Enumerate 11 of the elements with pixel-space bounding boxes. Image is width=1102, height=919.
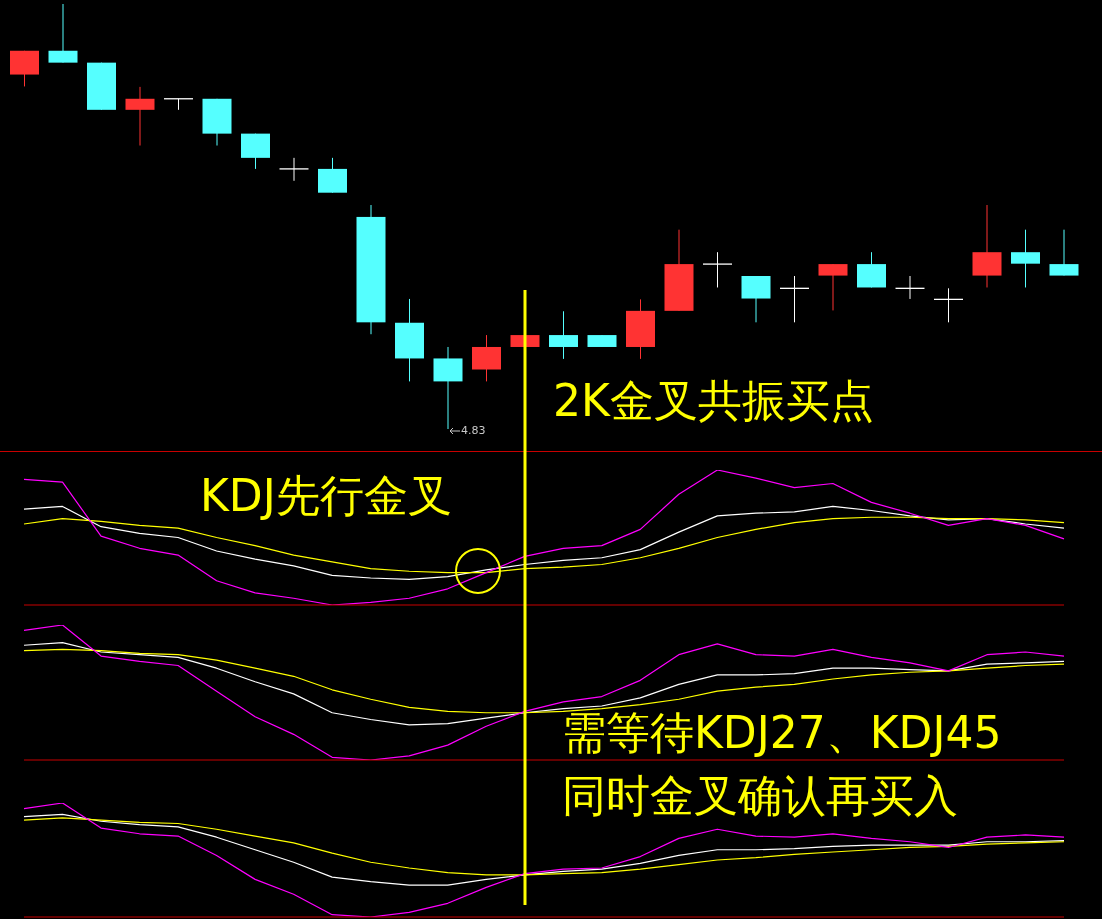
candlestick (702, 251, 733, 288)
annotation: 2K金叉共振买点 (553, 375, 874, 426)
annotation: KDJ先行金叉 (200, 470, 452, 521)
candlestick (894, 275, 926, 300)
candlestick (163, 98, 194, 111)
candlestick (933, 287, 964, 323)
candlestick (779, 275, 810, 323)
candlestick (278, 157, 310, 182)
annotation: 需等待KDJ27、KDJ45 (562, 707, 1002, 758)
annotation: 同时金叉确认再买入 (562, 770, 958, 821)
annotation: 4.83 (461, 424, 486, 437)
